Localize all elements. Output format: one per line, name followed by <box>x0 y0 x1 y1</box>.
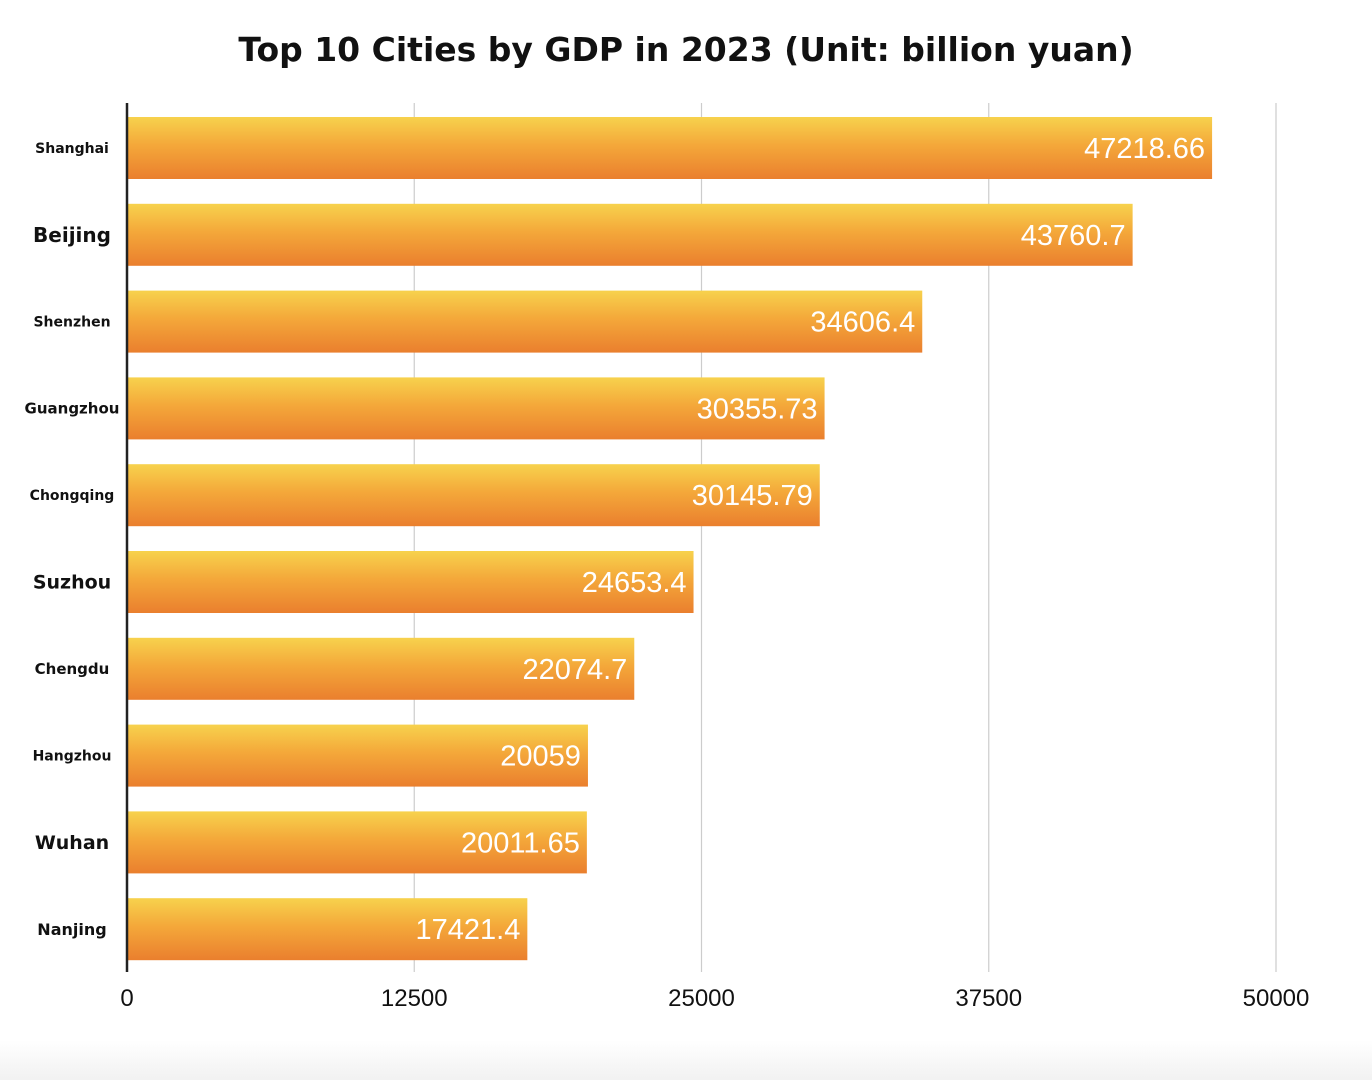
bar <box>127 551 694 613</box>
data-label: 20011.65 <box>461 827 580 859</box>
y-category-label: Wuhan <box>35 832 109 854</box>
x-tick-label: 12500 <box>381 985 448 1012</box>
bar <box>127 724 588 787</box>
data-label: 30145.79 <box>692 480 813 512</box>
y-category-label: Beijing <box>33 223 111 247</box>
x-tick-label: 37500 <box>955 985 1022 1012</box>
data-label: 17421.4 <box>416 914 521 946</box>
bar <box>127 117 1213 179</box>
bar <box>127 637 635 700</box>
data-label: 30355.73 <box>697 393 818 425</box>
bar <box>127 464 820 527</box>
y-category-label: Nanjing <box>37 920 106 939</box>
bars <box>127 117 1213 961</box>
data-label: 47218.66 <box>1084 133 1205 165</box>
x-tick-label: 25000 <box>668 985 735 1012</box>
bar <box>127 377 825 440</box>
data-label: 34606.4 <box>810 307 915 339</box>
bar <box>127 811 587 874</box>
chart-title: Top 10 Cities by GDP in 2023 (Unit: bill… <box>238 30 1134 69</box>
y-category-label: Shanghai <box>35 141 109 157</box>
y-category-label: Chongqing <box>30 488 115 504</box>
y-category-label: Hangzhou <box>33 749 112 765</box>
y-category-label: Guangzhou <box>25 400 120 418</box>
data-label: 43760.7 <box>1021 220 1126 252</box>
y-category-label: Suzhou <box>33 572 111 594</box>
bar <box>127 290 923 353</box>
x-tick-label: 50000 <box>1243 985 1310 1012</box>
y-category-label: Shenzhen <box>33 315 110 331</box>
bar <box>127 898 528 961</box>
data-label: 24653.4 <box>582 567 687 599</box>
labels: 0 12500 25000 37500 50000 47218.66 Shanghai 437… <box>25 133 1310 1012</box>
y-category-label: Chengdu <box>35 660 110 678</box>
x-tick-label: 0 <box>120 985 133 1012</box>
data-label: 22074.7 <box>522 654 627 686</box>
bottom-fade <box>0 1040 1372 1080</box>
bar <box>127 203 1133 266</box>
data-label: 20059 <box>500 741 581 773</box>
